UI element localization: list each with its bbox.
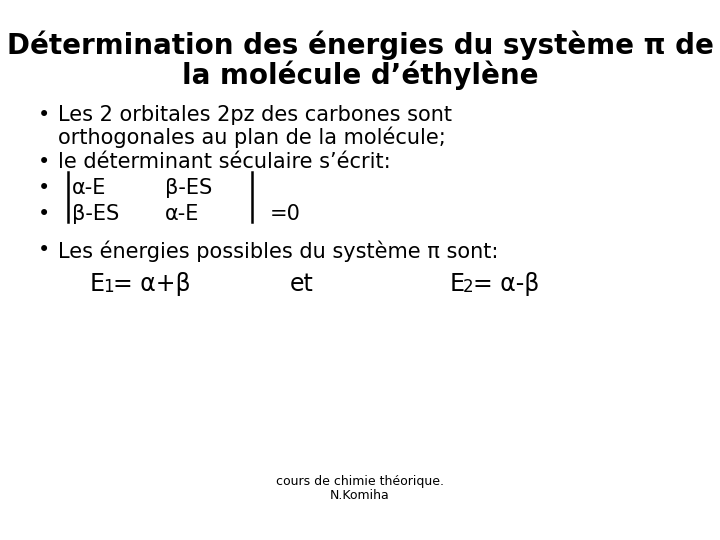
- Text: E: E: [450, 272, 465, 296]
- Text: = α-β: = α-β: [473, 272, 539, 296]
- Text: =0: =0: [270, 204, 301, 224]
- Text: cours de chimie théorique.: cours de chimie théorique.: [276, 475, 444, 488]
- Text: •: •: [38, 105, 50, 125]
- Text: N.Komiha: N.Komiha: [330, 489, 390, 502]
- Text: •: •: [38, 152, 50, 172]
- Text: = α+β: = α+β: [113, 272, 191, 296]
- Text: Détermination des énergies du système π de: Détermination des énergies du système π …: [6, 30, 714, 59]
- Text: α-E: α-E: [165, 204, 199, 224]
- Text: β-ES: β-ES: [72, 204, 120, 224]
- Text: E: E: [90, 272, 105, 296]
- Text: la molécule d’éthylène: la molécule d’éthylène: [181, 60, 539, 90]
- Text: Les 2 orbitales 2pz des carbones sont: Les 2 orbitales 2pz des carbones sont: [58, 105, 452, 125]
- Text: orthogonales au plan de la molécule;: orthogonales au plan de la molécule;: [58, 127, 446, 148]
- Text: et: et: [290, 272, 314, 296]
- Text: •: •: [38, 240, 50, 260]
- Text: α-E: α-E: [72, 178, 107, 198]
- Text: •: •: [38, 178, 50, 198]
- Text: le déterminant séculaire s’écrit:: le déterminant séculaire s’écrit:: [58, 152, 391, 172]
- Text: •: •: [38, 204, 50, 224]
- Text: β-ES: β-ES: [165, 178, 212, 198]
- Text: Les énergies possibles du système π sont:: Les énergies possibles du système π sont…: [58, 240, 498, 261]
- Text: 2: 2: [463, 278, 474, 296]
- Text: 1: 1: [103, 278, 114, 296]
